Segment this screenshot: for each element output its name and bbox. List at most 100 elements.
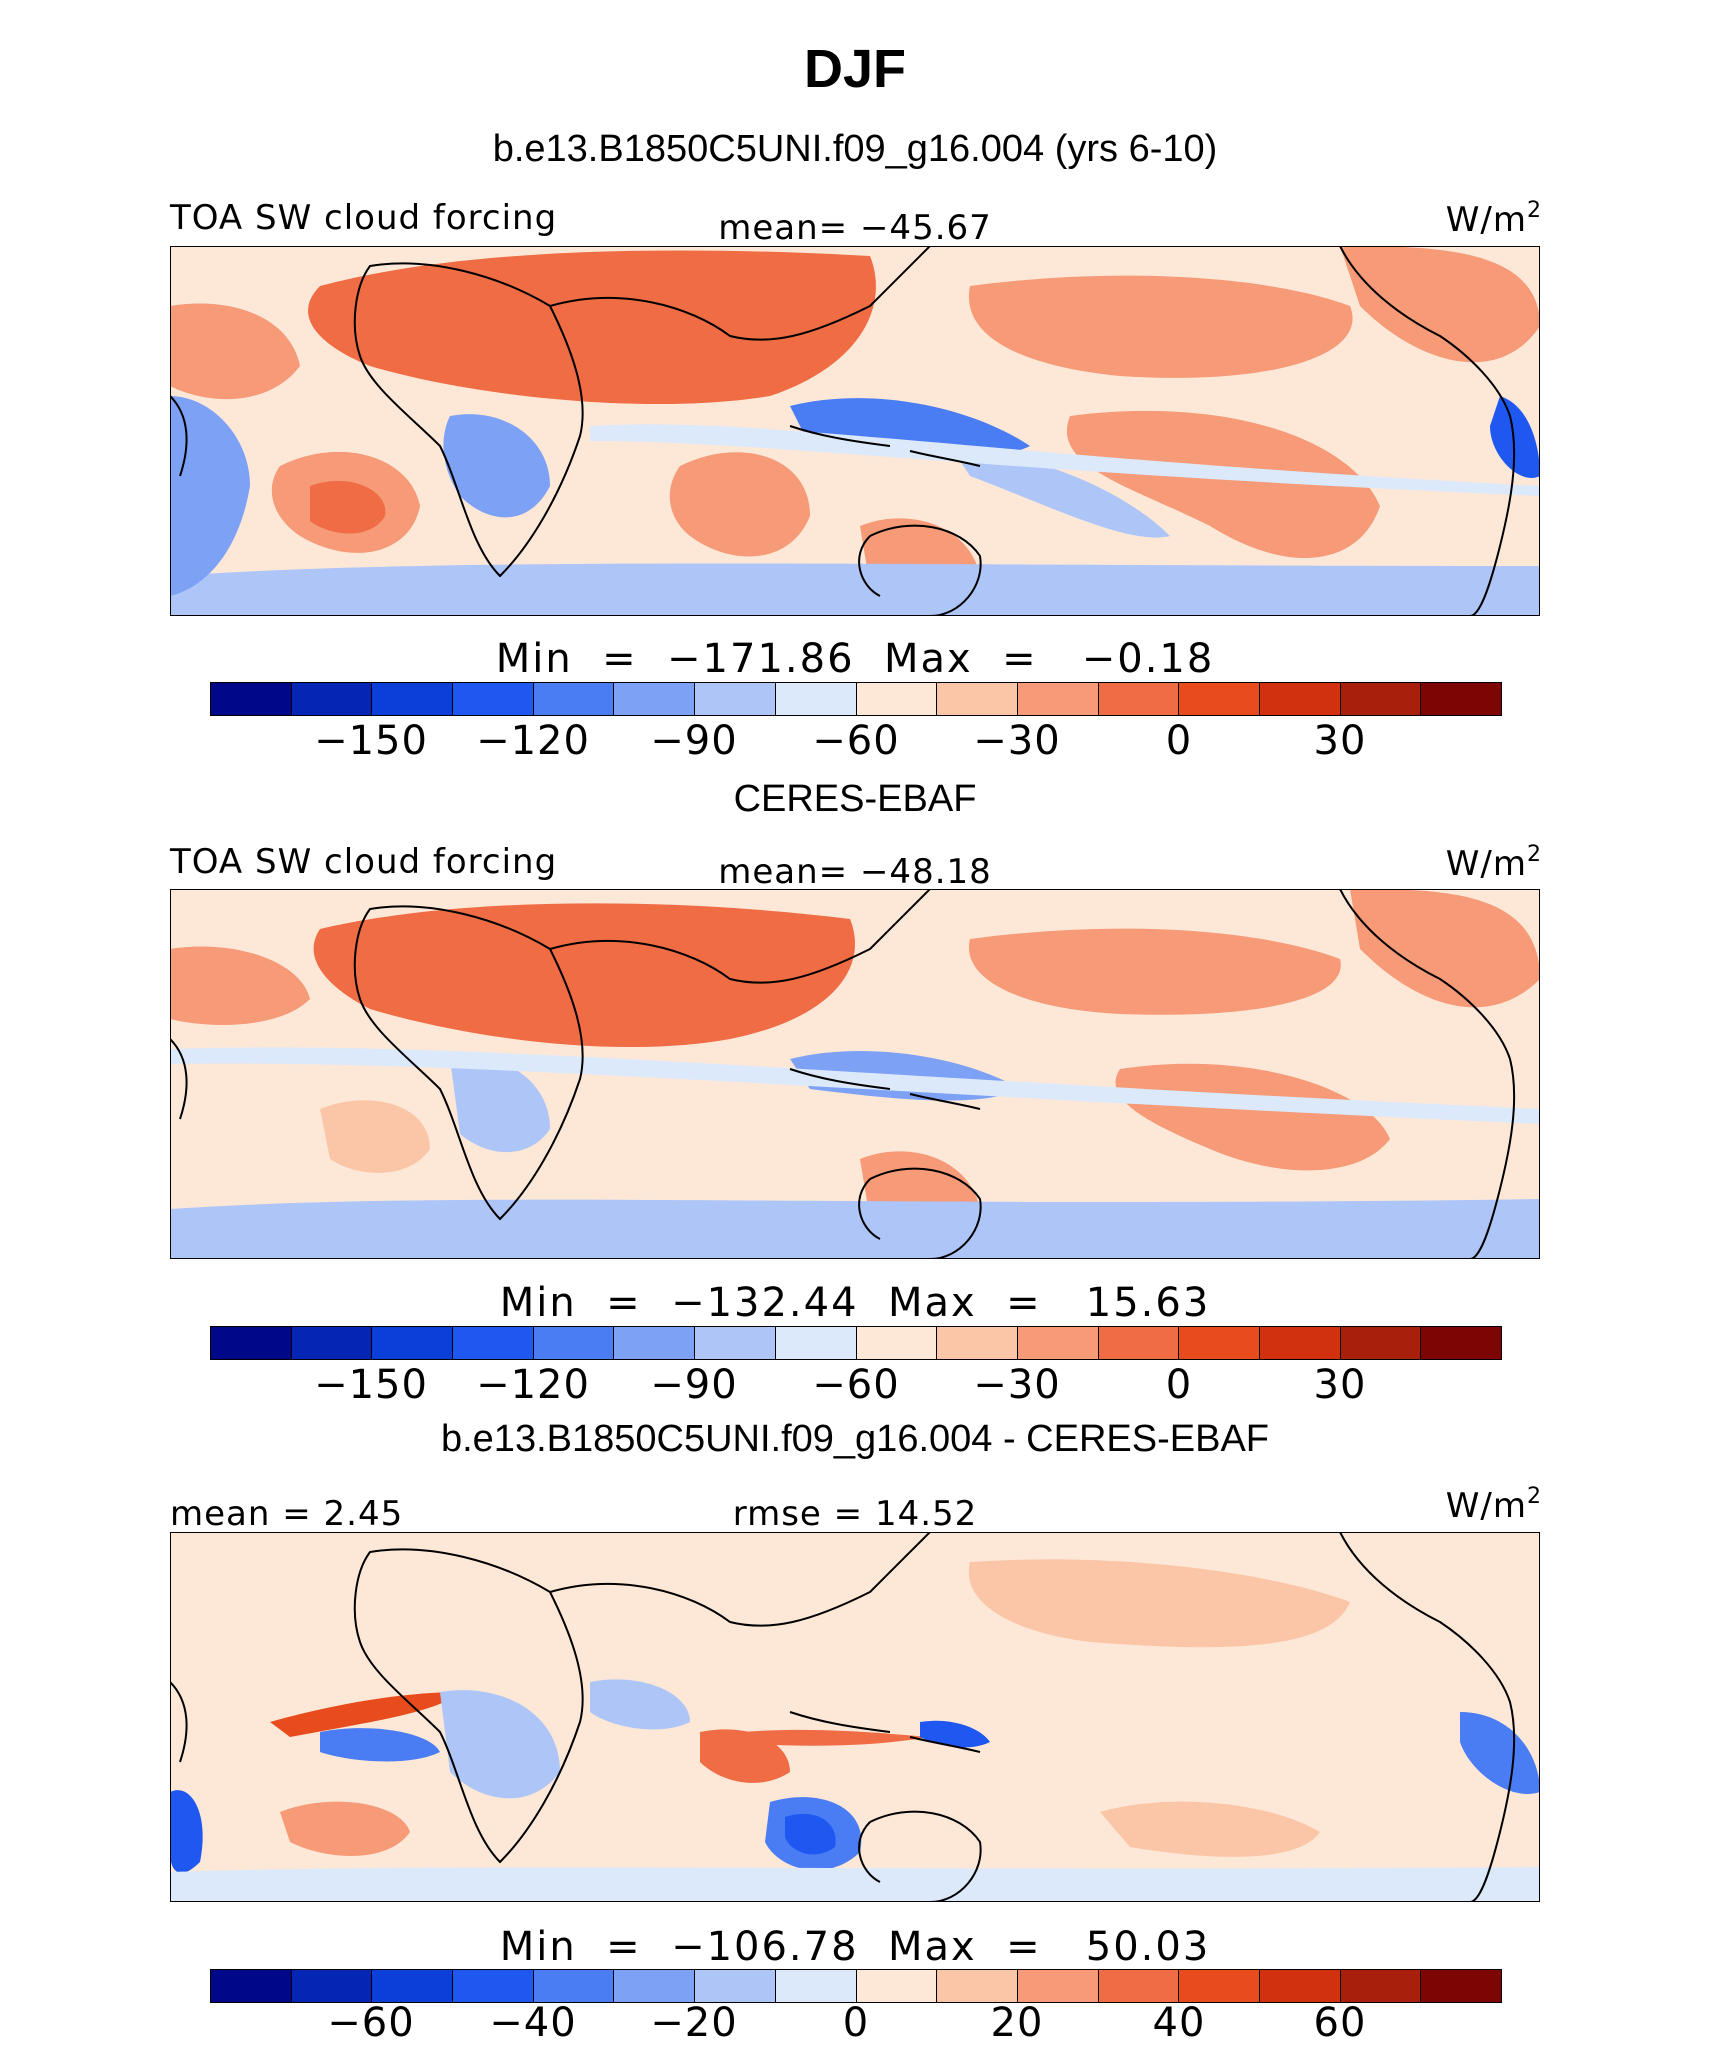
colorbar-swatch [856,683,938,715]
colorbar-swatch [614,1327,696,1359]
colorbar-swatch [1340,1327,1422,1359]
field-south-america-west [170,1790,203,1873]
panel-1-minmax: Min = −171.86 Max = −0.18 [495,636,1215,682]
colorbar-swatch [856,1327,938,1359]
field-peru-coast [1460,1712,1540,1794]
field-south-pacific [1100,1801,1320,1857]
field-itcz [590,424,1540,496]
panel-3-tick: 20 [990,2000,1044,2046]
colorbar-swatch [1340,1970,1422,2002]
coastline-indonesia [789,1711,981,1753]
colorbar-swatch [1017,1327,1099,1359]
field-north-america [1350,889,1540,1008]
colorbar-swatch [372,1970,454,2002]
coastline-indonesia [789,425,981,467]
colorbar-swatch [372,1327,454,1359]
coastline-indonesia [789,1068,981,1110]
coastline-australia [858,1810,982,1902]
figure-title: DJF [803,39,906,99]
colorbar-swatch [614,683,696,715]
panel-1-tick: −60 [812,718,900,764]
panel-2-minmax: Min = −132.44 Max = 15.63 [499,1280,1211,1326]
panel-2-tick: 30 [1313,1362,1367,1408]
panel-2-heading: CERES-EBAF [733,778,977,820]
field-east-pacific [1066,410,1380,559]
panel-1-tick: −30 [973,718,1061,764]
coastline-south-america-west [170,395,188,477]
colorbar-swatch [1017,683,1099,715]
field-south-america [170,396,250,596]
panel-3-heading: b.e13.B1850C5UNI.f09_g16.004 - CERES-EBA… [440,1418,1270,1460]
colorbar-swatch [453,683,534,715]
colorbar-swatch [1340,683,1422,715]
panel-1-left-label: TOA SW cloud forcing [170,198,558,238]
field-itcz [170,1047,1540,1124]
field-south-atlantic-core [310,480,386,534]
panel-2-tick: −60 [812,1362,900,1408]
coastline-south-america-west [170,1681,188,1763]
field-mid-indian-core [785,1813,836,1855]
panel-2-colorbar [210,1326,1502,1360]
colorbar-swatch [1098,683,1180,715]
panel-1-colorbar [210,682,1502,716]
colorbar-swatch [1259,1970,1341,2002]
field-north-pacific [968,928,1341,1015]
colorbar-swatch [291,1970,373,2002]
coastline-south-america-west [170,1038,188,1120]
colorbar-swatch [937,1327,1018,1359]
coastline-australia [858,1167,982,1259]
colorbar-swatch [1098,1970,1180,2002]
panel-2-mean-label: mean= −48.18 [718,852,992,892]
field-central-africa [450,1057,550,1153]
field-north-pacific [968,275,1353,378]
colorbar-swatch [1179,1970,1260,2002]
panel-2-units: W/m2 [1445,842,1542,884]
field-new-guinea [920,1720,990,1748]
field-north-america [1340,246,1540,363]
panel-3-colorbar [210,1969,1502,2003]
panel-2-tick: −120 [476,1362,590,1408]
field-east-pacific-coast [1490,396,1540,478]
colorbar-swatch [211,1970,292,2002]
coastline-africa [353,262,584,578]
colorbar-swatch [1259,683,1341,715]
colorbar-swatch [1179,683,1260,715]
field-central-africa [440,1690,560,1799]
panel-2-tick: −150 [314,1362,428,1408]
field-spcz [950,446,1170,538]
field-east-pacific [1115,1063,1390,1171]
colorbar-swatch [775,1970,857,2002]
field-atlantic-stripe [270,1692,460,1737]
panel-3-tick: −60 [327,2000,415,2046]
colorbar-swatch [533,683,615,715]
panel-3-tick: −20 [650,2000,738,2046]
field-north-atlantic [170,946,310,1025]
field-north-pacific [968,1559,1350,1648]
field-south-atlantic [280,1801,410,1856]
colorbar-swatch [291,683,373,715]
coastline-eurasia [549,246,931,341]
colorbar-swatch [775,1327,857,1359]
colorbar-swatch [1098,1327,1180,1359]
coastline-australia [858,524,982,616]
field-south-atlantic [320,1100,430,1173]
colorbar-swatch [1179,1327,1260,1359]
field-southern-ocean [170,1867,1540,1902]
field-central-africa [443,414,550,518]
colorbar-swatch [211,1327,292,1359]
field-southern-ocean [170,563,1540,616]
colorbar-swatch [1017,1970,1099,2002]
field-atlantic-blue [320,1728,440,1762]
panel-2-tick: −90 [650,1362,738,1408]
field-north-africa-asia [313,903,855,1048]
panel-2-tick: 0 [1165,1362,1193,1408]
field-north-atlantic [170,303,300,400]
field-indonesia-strip [740,1729,930,1746]
field-southern-ocean [170,1199,1540,1259]
coastline-africa [353,905,584,1221]
colorbar-swatch [695,1970,776,2002]
colorbar-swatch [937,683,1018,715]
coastline-eurasia [549,1532,931,1627]
panel-1-tick: 30 [1313,718,1367,764]
panel-1-units: W/m2 [1445,198,1542,240]
